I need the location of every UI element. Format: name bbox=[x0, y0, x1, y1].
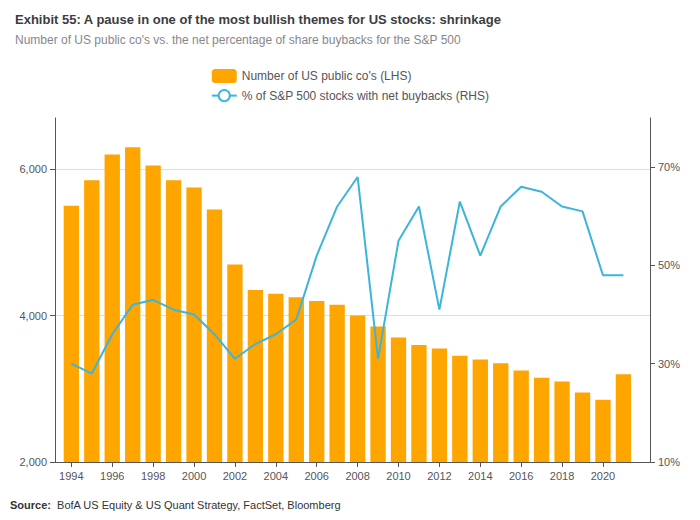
svg-text:6,000: 6,000 bbox=[19, 163, 47, 175]
svg-text:2010: 2010 bbox=[386, 470, 410, 482]
svg-text:70%: 70% bbox=[658, 161, 680, 173]
svg-text:Number of US public co's vs. t: Number of US public co's vs. the net per… bbox=[15, 33, 461, 47]
svg-text:2,000: 2,000 bbox=[19, 456, 47, 468]
svg-text:2016: 2016 bbox=[509, 470, 533, 482]
svg-text:2008: 2008 bbox=[345, 470, 369, 482]
svg-text:% of S&P 500 stocks with net b: % of S&P 500 stocks with net buybacks (R… bbox=[242, 89, 489, 103]
svg-text:1998: 1998 bbox=[141, 470, 165, 482]
svg-text:BofA US Equity & US Quant Stra: BofA US Equity & US Quant Strategy, Fact… bbox=[51, 499, 341, 511]
svg-text:1994: 1994 bbox=[59, 470, 83, 482]
svg-text:2014: 2014 bbox=[468, 470, 492, 482]
svg-text:2002: 2002 bbox=[223, 470, 247, 482]
svg-text:10%: 10% bbox=[658, 456, 680, 468]
svg-text:2000: 2000 bbox=[182, 470, 206, 482]
svg-text:2012: 2012 bbox=[427, 470, 451, 482]
svg-text:50%: 50% bbox=[658, 259, 680, 271]
svg-text:2018: 2018 bbox=[550, 470, 574, 482]
svg-text:30%: 30% bbox=[658, 358, 680, 370]
svg-text:Exhibit 55: A pause in one of: Exhibit 55: A pause in one of the most b… bbox=[15, 12, 501, 27]
svg-text:2020: 2020 bbox=[591, 470, 615, 482]
svg-text:2004: 2004 bbox=[264, 470, 288, 482]
svg-text:Number of US public co's (LHS): Number of US public co's (LHS) bbox=[242, 69, 412, 83]
svg-text:2006: 2006 bbox=[304, 470, 328, 482]
svg-text:4,000: 4,000 bbox=[19, 310, 47, 322]
svg-text:Source:: Source: bbox=[10, 499, 51, 511]
svg-text:1996: 1996 bbox=[100, 470, 124, 482]
